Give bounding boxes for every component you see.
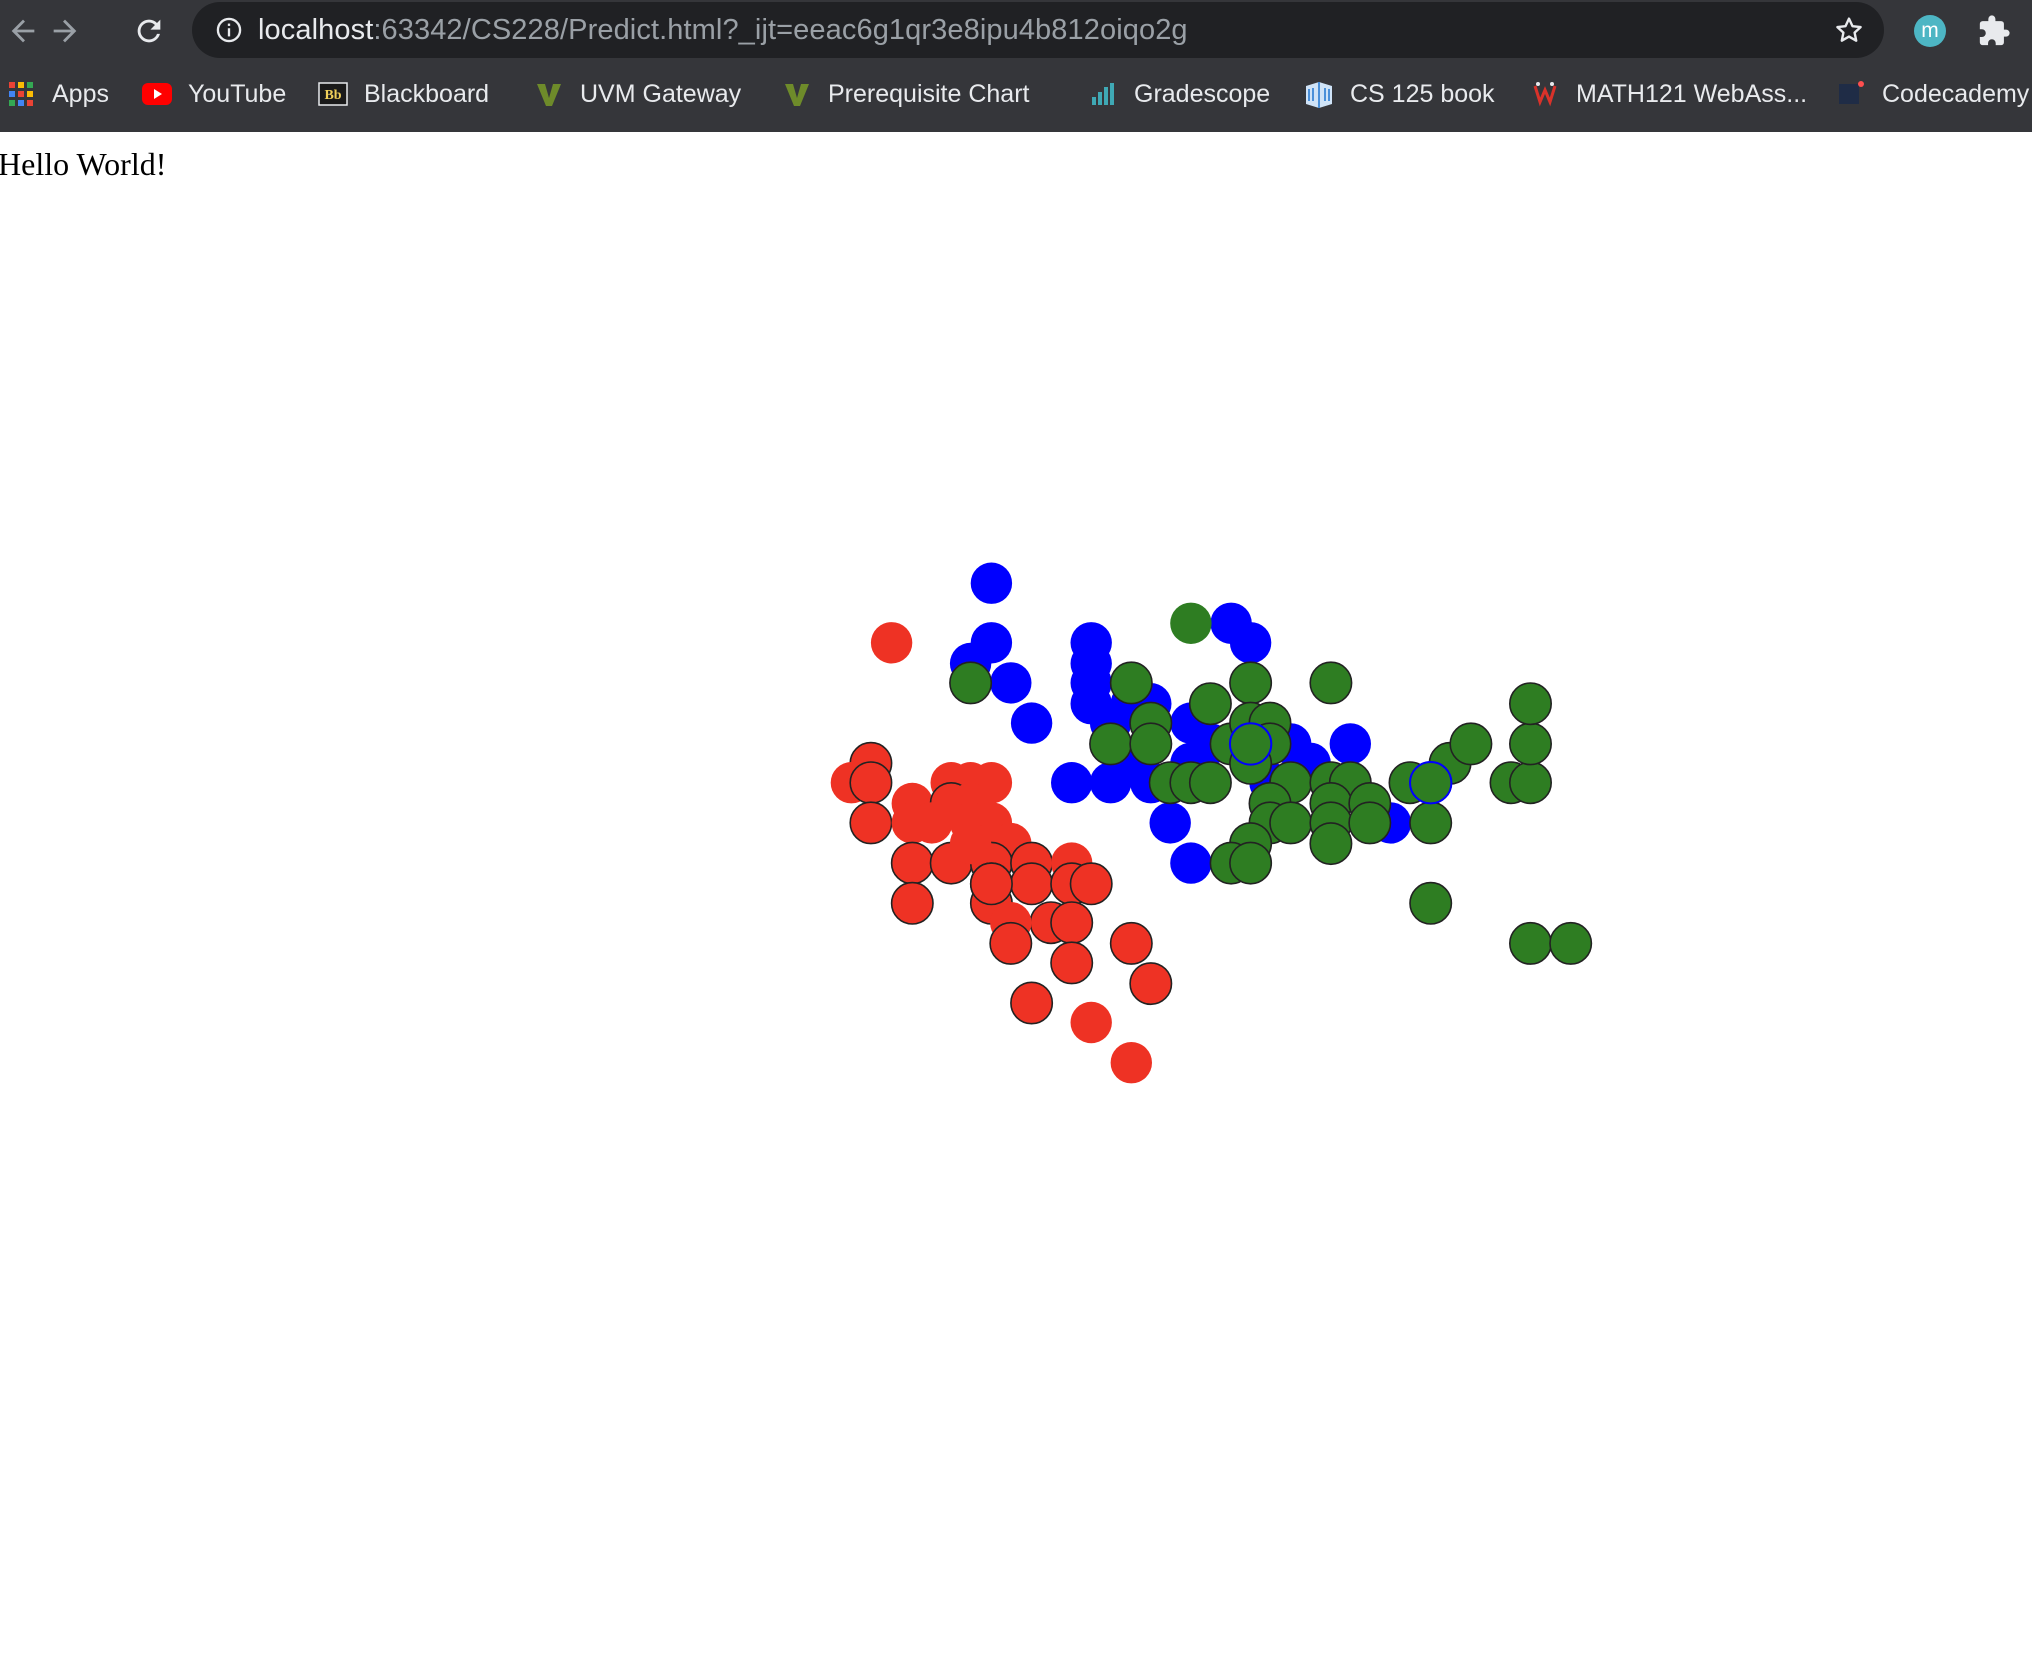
extensions-puzzle-icon[interactable] (1974, 11, 2014, 51)
gradescope-icon (1088, 79, 1118, 109)
scatter-point-s2-1 (949, 661, 993, 705)
bookmark-label: Codecademy (1882, 79, 2030, 108)
scatter-point-s0-34 (1129, 962, 1173, 1006)
scatter-point-s2-28 (1309, 822, 1353, 866)
scatter-point-s0-10 (849, 801, 893, 845)
scatter-point-s1-3 (990, 662, 1032, 704)
bookmark-apps[interactable]: Apps (6, 72, 109, 116)
scatter-point-s2-40 (1409, 881, 1453, 925)
youtube-icon (142, 79, 172, 109)
scatter-point-s0-33 (1050, 941, 1094, 985)
scatter-point-s2-42 (1549, 921, 1593, 965)
scatter-point-s1-13 (1229, 622, 1272, 664)
scatter-point-s2-4 (1229, 661, 1273, 705)
back-button[interactable] (0, 8, 46, 54)
address-bar[interactable]: localhost:63342/CS228/Predict.html?_ijt=… (192, 2, 1884, 58)
scatter-point-s0-35 (1010, 981, 1054, 1025)
uvm-icon (534, 79, 564, 109)
scatter-point-s2-26 (1348, 801, 1392, 845)
apps-grid-icon (6, 79, 36, 109)
arrow-left-icon (11, 19, 35, 43)
scatter-point-s2-3 (1188, 682, 1232, 726)
hello-world-text: Hello World! (0, 146, 167, 182)
scatter-point-s1-23 (1170, 842, 1212, 884)
bookmark-star-icon[interactable] (1830, 11, 1868, 49)
bookmark-label: Blackboard (364, 79, 490, 108)
bookmark-blackboard[interactable]: Bb Blackboard (318, 72, 489, 116)
scatter-point-s2-35 (1409, 801, 1453, 845)
reload-button[interactable] (126, 8, 172, 54)
bookmark-prerequisite-chart[interactable]: Prerequisite Chart (782, 72, 1029, 116)
bookmark-uvm-gateway[interactable]: UVM Gateway (534, 72, 741, 116)
bookmark-label: UVM Gateway (580, 79, 742, 108)
scatter-point-s2-8 (1129, 722, 1173, 766)
forward-button[interactable] (42, 8, 88, 54)
bookmark-youtube[interactable]: YouTube (142, 72, 286, 116)
url-path: :63342/CS228/Predict.html?_ijt=eeac6g1qr… (373, 13, 1188, 46)
scatter-plot (830, 562, 1593, 1084)
scatter-point-s0-12 (911, 802, 953, 844)
scatter-point-s3-0 (1228, 722, 1273, 766)
scatter-point-s0-17 (890, 841, 934, 885)
scatter-point-s2-7 (1089, 722, 1133, 766)
bookmark-label: Apps (52, 79, 109, 108)
site-info-icon[interactable] (214, 15, 244, 45)
scatter-point-s0-26 (890, 881, 934, 925)
scatter-point-s2-0 (1170, 602, 1212, 644)
scatter-point-s1-22 (1149, 802, 1191, 844)
scatter-point-s0-36 (1070, 1001, 1112, 1044)
scatter-point-s2-16 (1188, 761, 1232, 805)
bookmark-label: YouTube (188, 79, 287, 108)
scatter-point-s2-5 (1309, 661, 1353, 705)
scatter-point-s0-29 (1050, 901, 1094, 945)
arrow-right-icon (53, 19, 77, 43)
codecademy-icon (1836, 79, 1866, 109)
scatter-point-s3-1 (1409, 761, 1453, 805)
bookmark-codecademy[interactable]: Codecademy (1836, 72, 2029, 116)
scatter-point-s0-39 (949, 822, 992, 865)
webassign-icon (1530, 79, 1560, 109)
scatter-point-s1-21 (1051, 762, 1093, 804)
bookmark-label: Prerequisite Chart (828, 79, 1030, 108)
bookmark-label: MATH121 WebAss... (1576, 79, 1808, 108)
scatter-point-s0-3 (849, 761, 893, 805)
svg-text:Bb: Bb (324, 88, 341, 103)
bookmark-label: Gradescope (1134, 79, 1271, 108)
bookmark-math121-webassign[interactable]: MATH121 WebAss... (1530, 72, 1807, 116)
scatter-point-s1-4 (1010, 702, 1053, 744)
scatter-point-s2-41 (1509, 921, 1553, 965)
url-host: localhost (258, 13, 374, 46)
scatter-point-s2-33 (1449, 722, 1493, 766)
scatter-point-s1-24 (1329, 723, 1372, 765)
bookmark-gradescope[interactable]: Gradescope (1088, 72, 1270, 116)
url-text[interactable]: localhost:63342/CS228/Predict.html?_ijt=… (258, 14, 1188, 47)
reload-icon (137, 19, 161, 43)
scatter-point-s2-30 (1229, 841, 1273, 885)
scatter-point-s2-38 (1509, 722, 1553, 766)
scatter-point-s2-2 (1109, 661, 1153, 705)
uvm-icon (782, 79, 812, 109)
scatter-point-s0-0 (870, 622, 913, 664)
scatter-point-s0-37 (1110, 1042, 1153, 1084)
scatter-point-s2-37 (1509, 761, 1553, 805)
scatter-point-s2-39 (1509, 682, 1553, 726)
bookmark-cs125-book[interactable]: CS 125 book (1304, 72, 1495, 116)
profile-avatar[interactable]: m (1914, 15, 1946, 47)
scatter-point-s0-31 (989, 921, 1033, 965)
scatter-point-s0-38 (969, 862, 1013, 906)
bookmark-label: CS 125 book (1350, 79, 1495, 108)
scatter-point-s1-0 (970, 562, 1013, 604)
scatter-point-s0-25 (1069, 862, 1113, 906)
book-icon (1304, 79, 1334, 109)
browser-toolbar: localhost:63342/CS228/Predict.html?_ijt=… (0, 0, 2032, 62)
scatter-point-s0-32 (1109, 921, 1153, 965)
scatter-point-s1-20 (1089, 762, 1132, 804)
browser-chrome: localhost:63342/CS228/Predict.html?_ijt=… (0, 0, 2032, 132)
scatter-point-s2-24 (1269, 801, 1313, 845)
scatter-point-s0-23 (1010, 862, 1054, 906)
blackboard-icon: Bb (318, 79, 348, 109)
bookmarks-bar: Apps YouTube Bb Blackboard UVM Gateway P… (0, 72, 2032, 116)
